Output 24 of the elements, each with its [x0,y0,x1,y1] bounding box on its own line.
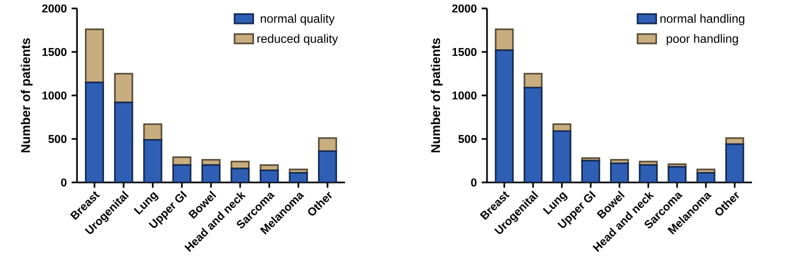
y-tick-label: 1500 [452,48,476,56]
bar [524,72,543,88]
bar [524,86,543,182]
bar [114,101,134,182]
legend-label: reduced quality [257,34,338,46]
y-tick-label: 500 [48,134,66,143]
y-axis-title: Number of patients [430,38,443,152]
y-axis-title: Number of patients [20,38,33,152]
bar [84,81,104,182]
y-tick-label: 0 [471,178,476,186]
y-tick-label: 1500 [42,48,66,56]
bar [494,28,514,51]
legend-label: normal handling [660,14,744,26]
bar [114,72,134,103]
bar [143,123,162,140]
bar [84,28,104,83]
y-tick-label: 500 [458,134,476,143]
y-tick-label: 1000 [42,91,66,100]
y-tick-label: 2000 [452,4,476,12]
y-tick-label: 1000 [452,91,476,100]
legend-label: normal quality [260,14,335,26]
y-tick-label: 0 [61,178,66,186]
y-tick-label: 2000 [42,4,66,12]
legend-label: poor handling [666,34,738,46]
